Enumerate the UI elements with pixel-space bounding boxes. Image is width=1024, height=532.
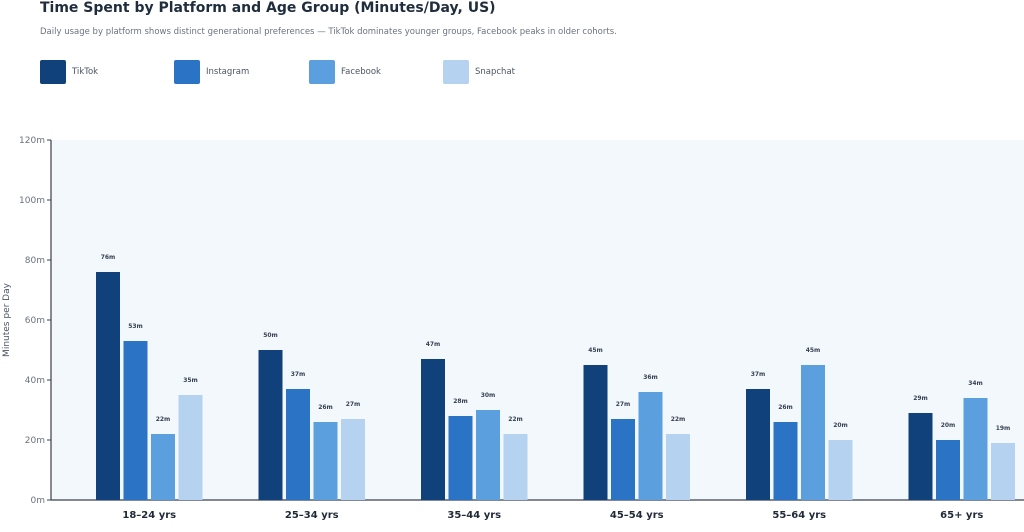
bar-tiktok [96,272,120,500]
data-label: 22m [508,416,523,423]
bar-snapchat [828,440,853,500]
bar-facebook [963,398,988,500]
bar-instagram [286,389,310,500]
legend-swatch-snapchat [443,60,469,84]
x-tick-label: 25–34 yrs [285,510,339,521]
y-tick-label: 40m [25,376,45,386]
y-tick-label: 0m [31,496,46,506]
bar-snapchat [991,443,1015,500]
data-label: 22m [156,416,171,423]
bar-facebook [476,410,500,500]
bar-tiktok [421,359,445,500]
data-label: 30m [481,392,496,399]
legend-label-facebook: Facebook [341,67,381,77]
y-tick-label: 100m [19,196,45,206]
data-label: 76m [101,254,116,261]
legend-label-instagram: Instagram [206,67,250,77]
data-label: 29m [913,395,928,402]
bar-instagram [773,422,798,500]
data-label: 28m [453,398,468,405]
bar-snapchat [503,434,528,500]
data-label: 35m [183,377,198,384]
y-tick-label: 120m [19,136,45,146]
bar-facebook [151,434,175,500]
bar-snapchat [666,434,690,500]
data-label: 37m [291,371,306,378]
data-label: 26m [318,404,333,411]
data-label: 36m [643,374,658,381]
x-tick-label: 65+ yrs [940,510,983,521]
x-tick-label: 35–44 yrs [447,510,501,521]
bar-tiktok [258,350,283,500]
y-axis-label: Minutes per Day [2,282,12,357]
data-label: 19m [996,425,1011,432]
bar-facebook [801,365,825,500]
data-label: 53m [128,323,143,330]
bar-snapchat [178,395,203,500]
chart-subtitle: Daily usage by platform shows distinct g… [40,27,617,37]
data-label: 26m [778,404,793,411]
legend-label-tiktok: TikTok [72,67,99,77]
x-tick-label: 55–64 yrs [772,510,826,521]
x-tick-label: 45–54 yrs [610,510,664,521]
y-tick-label: 20m [25,436,45,446]
bar-instagram [611,419,635,500]
bar-tiktok [583,365,608,500]
data-label: 27m [346,401,361,408]
data-label: 47m [426,341,441,348]
legend-swatch-instagram [174,60,200,84]
data-label: 45m [806,347,821,354]
data-label: 20m [941,422,956,429]
y-tick-label: 80m [25,256,45,266]
bar-instagram [448,416,473,500]
data-label: 22m [671,416,686,423]
x-tick-label: 18–24 yrs [122,510,176,521]
legend-swatch-facebook [309,60,335,84]
data-label: 27m [616,401,631,408]
y-tick-label: 60m [25,316,45,326]
bar-instagram [123,341,148,500]
legend-label-snapchat: Snapchat [475,67,515,77]
bar-facebook [313,422,338,500]
bar-snapchat [341,419,365,500]
data-label: 34m [968,380,983,387]
legend-swatch-tiktok [40,60,66,84]
data-label: 45m [588,347,603,354]
bar-tiktok [746,389,770,500]
bar-instagram [936,440,960,500]
plot-area [51,140,1024,500]
bar-tiktok [908,413,933,500]
chart-title: Time Spent by Platform and Age Group (Mi… [40,0,496,16]
data-label: 37m [751,371,766,378]
bar-facebook [638,392,663,500]
data-label: 20m [833,422,848,429]
data-label: 50m [263,332,278,339]
